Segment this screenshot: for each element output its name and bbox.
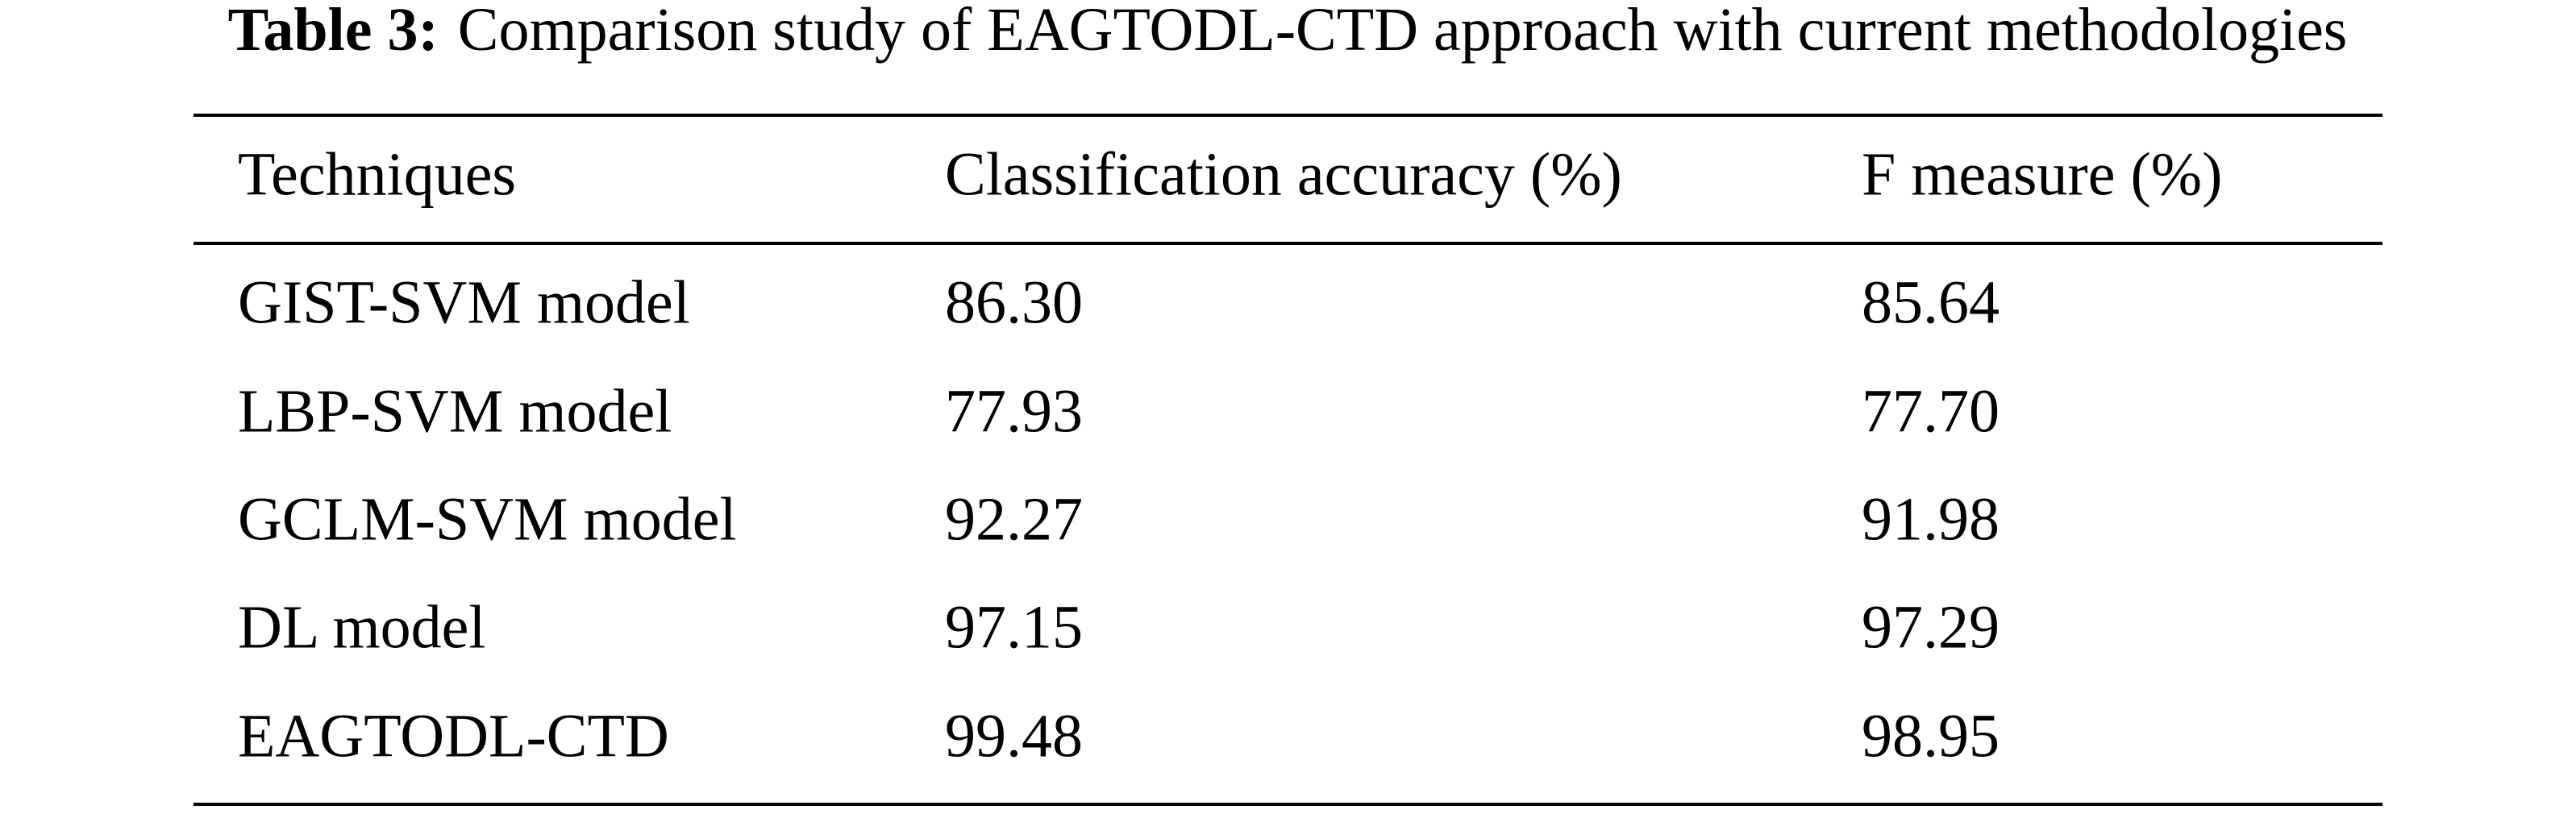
technique-cell: GIST-SVM model (238, 268, 690, 336)
value-cell: 97.15 (945, 593, 1083, 661)
caption-label: Table 3: (228, 0, 439, 64)
value-cell: 86.30 (945, 268, 1083, 336)
technique-cell: GCLM-SVM model (238, 485, 737, 553)
caption: Table 3: Comparison study of EAGTODL-CTD … (228, 0, 2348, 64)
header-cell: Classification accuracy (%) (945, 140, 1622, 208)
value-cell: 91.98 (1862, 485, 2000, 553)
technique-cell: DL model (238, 593, 485, 661)
value-cell: 77.93 (945, 377, 1083, 445)
value-cell: 77.70 (1862, 377, 2000, 445)
caption-text: Comparison study of EAGTODL-CTD approach… (458, 0, 2348, 64)
value-cell: 99.48 (945, 702, 1083, 770)
header-cell: Techniques (238, 140, 516, 208)
technique-cell: LBP-SVM model (238, 377, 672, 445)
value-cell: 98.95 (1862, 702, 2000, 770)
header-cell: F measure (%) (1862, 140, 2222, 208)
value-cell: 97.29 (1862, 593, 2000, 661)
value-cell: 85.64 (1862, 268, 2000, 336)
value-cell: 92.27 (945, 485, 1083, 553)
technique-cell: EAGTODL-CTD (238, 702, 669, 770)
